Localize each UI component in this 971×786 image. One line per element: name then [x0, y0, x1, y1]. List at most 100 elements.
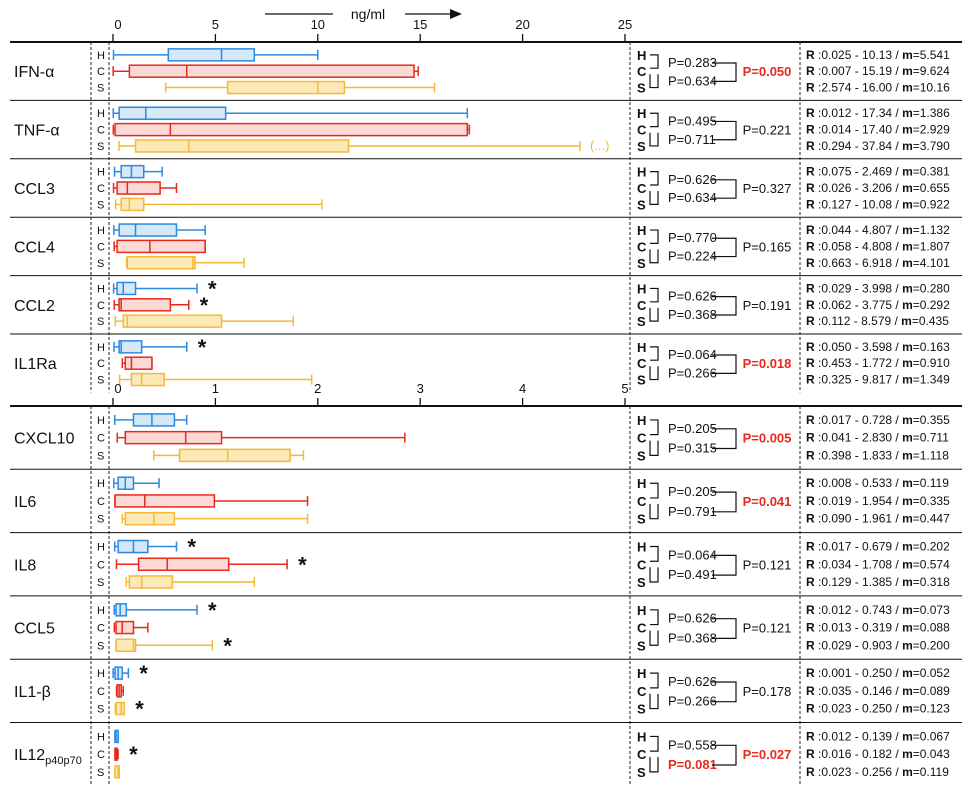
stats-block: HCS P=0.064 P=0.266 P=0.018 R :0.050 - 3.598… — [637, 340, 950, 388]
box-C: * — [113, 293, 209, 318]
range-part: :0.017 - 0.728 / — [818, 413, 902, 427]
box-C: * — [115, 552, 307, 577]
bracket-h-c — [650, 419, 659, 436]
range-part: :0.012 - 17.34 / — [818, 106, 902, 120]
range-part: 5.541 — [920, 48, 950, 62]
group-letter-C: C — [97, 300, 105, 312]
stat-letter-H: H — [637, 281, 646, 296]
range-part: :0.013 - 0.319 / — [818, 621, 902, 635]
range-S: R :0.663 - 6.918 / m=4.101 — [806, 256, 950, 270]
box-C — [114, 494, 309, 508]
range-part: 0.073 — [920, 603, 950, 617]
range-part: R — [806, 494, 818, 508]
range-part: 0.910 — [920, 356, 950, 370]
group-letter-C: C — [97, 433, 105, 445]
bracket-overall — [712, 744, 737, 766]
group-letter-C: C — [97, 241, 105, 253]
analyte-label-subscript: p40p70 — [45, 755, 82, 767]
box-S — [125, 256, 245, 270]
group-letter-H: H — [97, 731, 105, 743]
range-S: R :0.090 - 1.961 / m=0.447 — [806, 512, 950, 526]
range-part: m — [902, 356, 913, 370]
range-H: R :0.025 - 10.13 / m=5.541 — [806, 48, 950, 62]
iqr-box — [114, 122, 469, 137]
iqr-box — [178, 448, 291, 463]
range-part: R — [806, 48, 818, 62]
range-S: R :0.023 - 0.250 / m=0.123 — [806, 702, 950, 716]
box-C — [113, 620, 149, 635]
range-part: = — [913, 621, 920, 635]
range-part: R — [806, 575, 818, 589]
stat-letter-H: H — [637, 540, 646, 555]
range-part: m — [902, 540, 913, 554]
range-part: 1.386 — [920, 106, 950, 120]
range-part: :0.058 - 4.808 / — [818, 239, 902, 253]
range-part: R — [806, 621, 818, 635]
iqr-box — [115, 603, 128, 617]
range-part: = — [913, 512, 920, 526]
range-part: = — [913, 575, 920, 589]
iqr-box — [128, 64, 415, 78]
stat-letter-C: C — [637, 684, 647, 699]
iqr-box — [120, 164, 145, 179]
range-C: R :0.007 - 15.19 / m=9.624 — [806, 64, 950, 78]
stat-letter-C: C — [637, 557, 647, 572]
range-part: m — [902, 431, 913, 445]
iqr-box — [116, 239, 206, 254]
stat-letter-H: H — [637, 165, 646, 180]
range-part: m — [902, 165, 913, 179]
stat-letter-S: S — [637, 638, 646, 653]
iqr-box — [134, 139, 350, 153]
box-C — [112, 64, 419, 78]
stat-letter-H: H — [637, 413, 646, 428]
stat-letter-C: C — [637, 494, 647, 509]
range-part: 0.381 — [920, 165, 950, 179]
range-part: = — [913, 223, 920, 237]
range-part: 0.574 — [920, 557, 950, 571]
box-S — [121, 511, 309, 526]
bracket-overall — [712, 237, 737, 258]
box-H: * — [112, 661, 148, 686]
significance-star: * — [223, 633, 232, 658]
range-part: 0.292 — [920, 298, 950, 312]
box-S: (...) — [118, 138, 610, 153]
range-part: m — [902, 223, 913, 237]
stat-letter-H: H — [637, 340, 646, 355]
stat-letter-S: S — [637, 373, 646, 388]
bracket-c-s — [649, 307, 659, 322]
range-part: 0.318 — [920, 575, 950, 589]
pvalue-overall: P=0.221 — [743, 123, 792, 138]
range-part: 0.711 — [920, 431, 949, 445]
bracket-c-s — [649, 132, 659, 147]
panel-bottom: 0 1 2 3 4 5CXCL10HCSHCSP=0.205P=0.315P=0.005R… — [10, 381, 962, 786]
range-part: R — [806, 431, 818, 445]
range-part: m — [902, 181, 913, 195]
x-tick-label-25: 25 — [618, 17, 632, 32]
significance-star: * — [135, 697, 144, 722]
analyte-label: CCL2 — [14, 298, 55, 315]
range-part: R — [806, 729, 818, 743]
range-part: :0.001 - 0.250 / — [818, 666, 902, 680]
iqr-box — [122, 314, 223, 328]
pvalue-overall: P=0.027 — [743, 747, 792, 762]
range-part: R — [806, 197, 818, 211]
range-part: :0.129 - 1.385 / — [818, 575, 902, 589]
range-part: = — [912, 314, 919, 328]
range-part: 1.807 — [920, 239, 950, 253]
range-part: R — [806, 765, 818, 779]
range-part: = — [913, 239, 920, 253]
range-part: m — [902, 48, 913, 62]
range-part: :0.029 - 0.903 / — [818, 638, 902, 652]
range-part: m — [902, 106, 913, 120]
pvalue-h-c: P=0.064 — [668, 347, 717, 362]
overflow-marker: (...) — [590, 138, 610, 153]
group-letter-H: H — [97, 50, 105, 62]
range-H: R :0.044 - 4.807 / m=1.132 — [806, 223, 950, 237]
range-part: 0.163 — [920, 340, 950, 354]
stat-letter-H: H — [637, 106, 646, 121]
pvalue-h-c: P=0.626 — [668, 289, 717, 304]
range-part: R — [806, 256, 818, 270]
stat-letter-C: C — [637, 181, 647, 196]
